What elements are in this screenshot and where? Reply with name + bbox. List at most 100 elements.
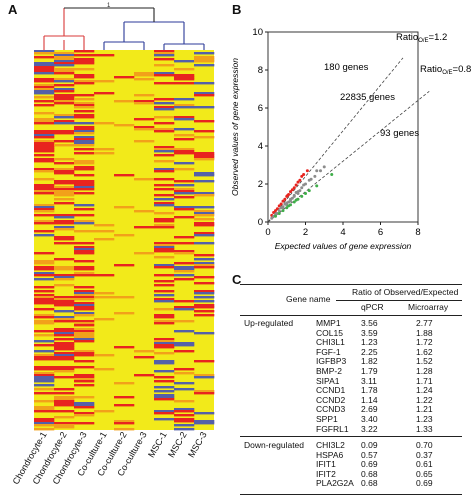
heatmap-cell [154,320,175,323]
data-point [294,198,298,202]
heatmap-cell [74,166,95,169]
heatmap-cell [174,268,195,271]
data-point [281,206,285,210]
heatmap-cell [194,422,215,425]
heatmap-cell [154,130,175,133]
heatmap-cell [74,360,95,363]
qpcr-value-cell: 1.82 [361,356,378,367]
gene-name-cell: HSPA6 [316,449,344,460]
heatmap-cell [54,222,75,225]
heatmap-cell [94,354,115,357]
heatmap-cell [74,292,95,295]
heatmap-cell [114,100,135,103]
heatmap-cell [174,180,195,183]
heatmap-cell [34,378,55,381]
x-tick-label: 2 [303,227,308,238]
heatmap-cell [74,252,95,255]
gene-count-annotation: 22835 genes [340,92,395,103]
heatmap-cell [174,274,195,277]
heatmap-cell [194,136,215,139]
qpcr-value-cell: 1.14 [361,394,378,405]
heatmap-cell [74,208,95,211]
data-point [275,207,279,211]
heatmap-cell [34,70,55,73]
heatmap-cell [74,136,95,139]
heatmap-cell [54,52,75,55]
heatmap-cell [54,172,75,175]
heatmap-cell [154,412,175,415]
gene-name-cell: CCND3 [316,404,346,415]
data-point [283,197,287,201]
header-microarray: Microarray [408,302,449,312]
heatmap-cell [154,314,175,317]
data-point [309,177,313,181]
heatmap-cell [34,56,55,59]
heatmap-cell [74,332,95,335]
heatmap-cell [34,314,55,317]
gene-name-cell: FGF-1 [316,346,341,357]
qpcr-value-cell: 2.25 [361,346,378,357]
qpcr-value-cell: 3.40 [361,414,378,424]
data-point [281,209,285,213]
heatmap-cell [34,142,55,145]
heatmap-cell [174,300,195,303]
heatmap-cell [34,274,55,277]
heatmap-cell [54,410,75,413]
heatmap-cell [194,266,215,269]
heatmap-cell [34,300,55,303]
gene-name-cell: SPP1 [316,414,338,424]
heatmap-cell [74,414,95,417]
heatmap-cell [54,304,75,307]
microarray-value-cell: 0.37 [416,449,433,460]
heatmap-cell [154,178,175,181]
header-qpcr: qPCR [361,302,384,312]
heatmap-cell [74,82,95,85]
heatmap-cell [74,314,95,317]
heatmap-cell [74,322,95,325]
data-point [330,173,334,176]
heatmap-cell [54,400,75,403]
data-point [274,209,277,213]
heatmap-cell [114,206,135,209]
heatmap-cell [174,216,195,219]
heatmap-cell [74,140,95,143]
heatmap-cell [34,354,55,357]
heatmap-cell [154,198,175,201]
heatmap-cell [154,340,175,343]
heatmap-cell [114,404,135,407]
heatmap-cell [54,348,75,351]
heatmap-cell [54,190,75,193]
heatmap-cell [174,306,195,309]
heatmap-cell [74,148,95,151]
dendrogram: 1 [43,3,205,50]
heatmap-cell [34,320,55,323]
heatmap-cell [74,384,95,387]
heatmap-cell [54,354,75,357]
heatmap-cell [194,310,215,313]
heatmap-cell [154,294,175,297]
heatmap-cell [154,212,175,215]
microarray-value-cell: 1.23 [416,414,433,424]
heatmap-cell [54,216,75,219]
heatmap-cell [74,308,95,311]
heatmap-cell [174,410,195,413]
heatmap-cell [74,122,95,125]
heatmap-cell [74,98,95,101]
heatmap-cell [34,204,55,207]
heatmap-cell [54,320,75,323]
heatmap-cell [154,54,175,57]
heatmap-cell [34,316,55,319]
heatmap-cell [154,290,175,293]
qpcr-value-cell: 0.69 [361,459,378,470]
heatmap-cell [54,338,75,341]
heatmap-cell [74,214,95,217]
heatmap-cell [74,324,95,327]
data-point [277,209,281,213]
heatmap-cell [154,74,175,77]
heatmap-cell [154,308,175,311]
heatmap-cell [34,206,55,209]
heatmap-cell [94,230,115,233]
heatmap-cell [34,230,55,233]
heatmap-cell [174,152,195,155]
heatmap-cell [74,248,95,251]
